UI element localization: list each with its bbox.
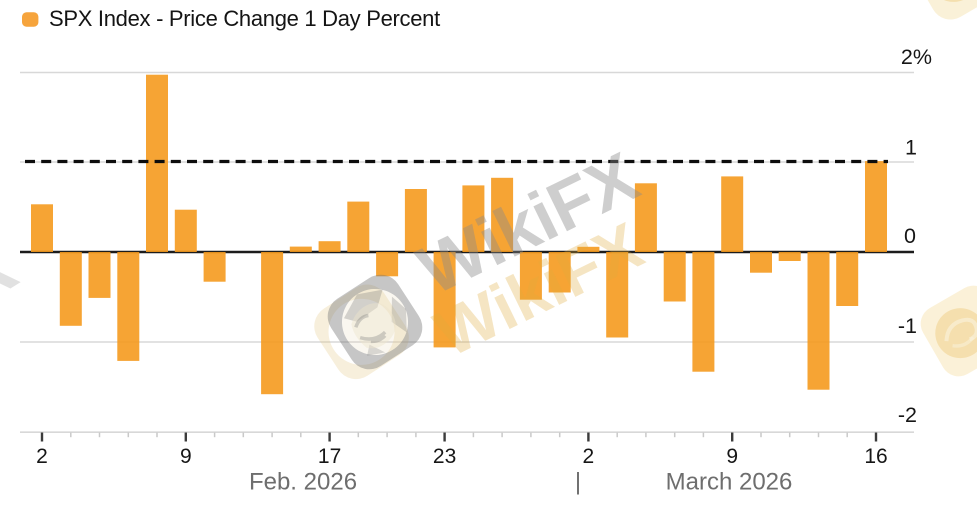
svg-text:2: 2 (583, 445, 595, 468)
svg-text:23: 23 (433, 445, 456, 468)
svg-text:17: 17 (318, 445, 341, 468)
svg-text:2: 2 (36, 445, 48, 468)
svg-text:1: 1 (905, 136, 917, 160)
svg-text:9: 9 (726, 445, 738, 468)
svg-text:-1: -1 (898, 314, 917, 338)
svg-text:March 2026: March 2026 (666, 469, 793, 496)
svg-text:SPX Index - Price Change 1 Day: SPX Index - Price Change 1 Day Percent (49, 6, 440, 31)
svg-text:|: | (575, 469, 581, 496)
svg-text:9: 9 (180, 445, 192, 468)
svg-text:2%: 2% (901, 45, 932, 69)
svg-text:Feb. 2026: Feb. 2026 (249, 469, 357, 496)
svg-text:0: 0 (904, 224, 916, 248)
svg-text:16: 16 (864, 445, 887, 468)
svg-text:-2: -2 (898, 403, 917, 427)
